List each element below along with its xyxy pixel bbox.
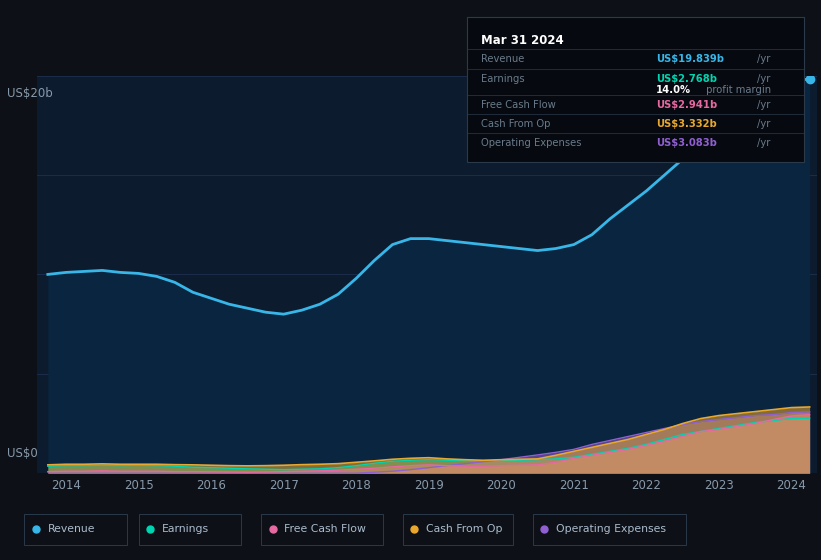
Text: /yr: /yr <box>757 54 770 64</box>
Text: Mar 31 2024: Mar 31 2024 <box>480 34 563 47</box>
Text: US$0: US$0 <box>7 447 37 460</box>
Text: Cash From Op: Cash From Op <box>480 119 550 129</box>
Text: profit margin: profit margin <box>703 85 771 95</box>
Text: 14.0%: 14.0% <box>656 85 690 95</box>
Text: Free Cash Flow: Free Cash Flow <box>480 100 555 110</box>
Text: Operating Expenses: Operating Expenses <box>480 138 581 148</box>
Text: /yr: /yr <box>757 100 770 110</box>
Text: US$2.768b: US$2.768b <box>656 74 717 85</box>
Text: US$3.332b: US$3.332b <box>656 119 717 129</box>
Text: Cash From Op: Cash From Op <box>426 525 502 534</box>
Text: /yr: /yr <box>757 119 770 129</box>
Text: US$2.941b: US$2.941b <box>656 100 717 110</box>
Text: Free Cash Flow: Free Cash Flow <box>284 525 366 534</box>
Text: /yr: /yr <box>757 74 770 85</box>
Text: /yr: /yr <box>757 138 770 148</box>
Text: US$3.083b: US$3.083b <box>656 138 717 148</box>
Text: Operating Expenses: Operating Expenses <box>557 525 667 534</box>
Text: Revenue: Revenue <box>48 525 95 534</box>
Text: Revenue: Revenue <box>480 54 524 64</box>
Text: US$19.839b: US$19.839b <box>656 54 723 64</box>
Text: Earnings: Earnings <box>163 525 209 534</box>
Text: US$20b: US$20b <box>7 87 53 100</box>
Text: Earnings: Earnings <box>480 74 525 85</box>
